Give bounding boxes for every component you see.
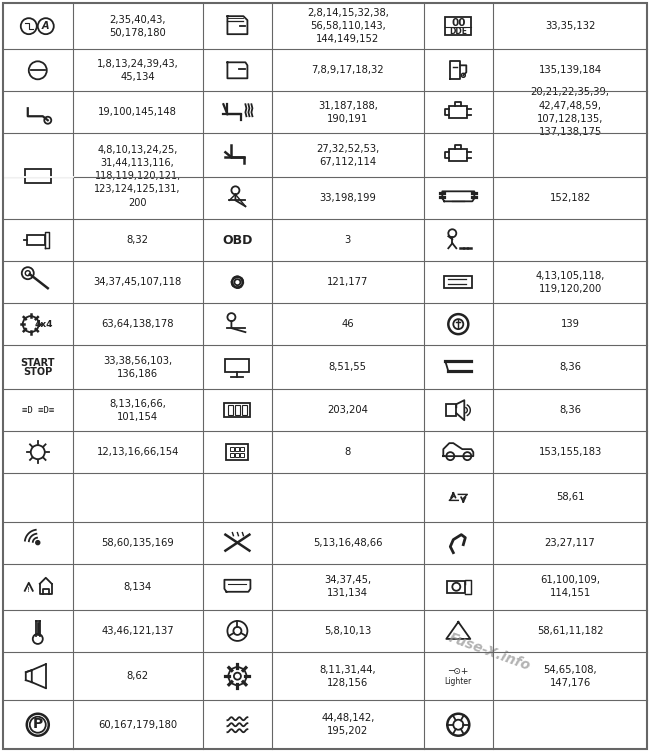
Bar <box>226 359 250 372</box>
Text: Lighter: Lighter <box>445 677 472 686</box>
Text: 43,46,121,137: 43,46,121,137 <box>101 626 174 636</box>
Bar <box>235 405 240 415</box>
Text: 1,8,13,24,39,43,
45,134: 1,8,13,24,39,43, 45,134 <box>97 59 179 82</box>
Bar <box>240 447 244 451</box>
Text: 8,62: 8,62 <box>127 672 149 681</box>
Bar <box>235 447 239 451</box>
Text: 8,32: 8,32 <box>127 235 149 245</box>
Bar <box>230 453 235 457</box>
Text: 58,61,11,182: 58,61,11,182 <box>537 626 603 636</box>
Text: 58,60,135,169: 58,60,135,169 <box>101 538 174 547</box>
Text: 44,48,142,
195,202: 44,48,142, 195,202 <box>321 713 374 736</box>
Bar <box>226 444 248 460</box>
Bar <box>447 405 456 416</box>
Text: ≡D ≡D≡: ≡D ≡D≡ <box>21 406 54 414</box>
Text: 8,36: 8,36 <box>559 362 581 372</box>
Circle shape <box>235 279 240 285</box>
Bar <box>230 447 235 451</box>
Bar <box>449 106 467 118</box>
Text: 4x4: 4x4 <box>34 320 53 329</box>
Text: Fuse-X.info: Fuse-X.info <box>447 631 533 673</box>
Bar <box>445 17 471 35</box>
Text: 23,27,117: 23,27,117 <box>545 538 595 547</box>
Text: 63,64,138,178: 63,64,138,178 <box>101 319 174 329</box>
Text: ─⊙+: ─⊙+ <box>448 667 469 675</box>
Text: 12,13,16,66,154: 12,13,16,66,154 <box>96 447 179 457</box>
Text: 139: 139 <box>560 319 580 329</box>
Text: 34,37,45,107,118: 34,37,45,107,118 <box>94 277 182 287</box>
Text: 7,8,9,17,18,32: 7,8,9,17,18,32 <box>311 65 384 75</box>
Text: 8,51,55: 8,51,55 <box>329 362 367 372</box>
Text: 31,187,188,
190,191: 31,187,188, 190,191 <box>318 101 378 124</box>
Text: START: START <box>21 358 55 368</box>
Text: 33,38,56,103,
136,186: 33,38,56,103, 136,186 <box>103 356 172 379</box>
Text: 8,134: 8,134 <box>124 582 151 592</box>
Text: 8,13,16,66,
101,154: 8,13,16,66, 101,154 <box>109 399 166 422</box>
Bar <box>25 169 51 183</box>
Text: 2,8,14,15,32,38,
56,58,110,143,
144,149,152: 2,8,14,15,32,38, 56,58,110,143, 144,149,… <box>307 8 389 44</box>
Text: 3: 3 <box>344 235 351 245</box>
Text: 27,32,52,53,
67,112,114: 27,32,52,53, 67,112,114 <box>317 144 380 167</box>
Text: 58,61: 58,61 <box>556 493 584 502</box>
Text: 19,100,145,148: 19,100,145,148 <box>98 108 177 117</box>
Text: 152,182: 152,182 <box>549 193 591 203</box>
Text: 8,11,31,44,
128,156: 8,11,31,44, 128,156 <box>320 665 376 688</box>
Text: 20,21,22,35,39,
42,47,48,59,
107,128,135,
137,138,175: 20,21,22,35,39, 42,47,48,59, 107,128,135… <box>530 87 610 137</box>
Bar <box>447 581 465 593</box>
Text: 46: 46 <box>341 319 354 329</box>
Text: P: P <box>32 717 43 731</box>
Text: 5,8,10,13: 5,8,10,13 <box>324 626 372 636</box>
Circle shape <box>36 541 40 544</box>
Bar <box>228 405 233 415</box>
Text: 4,8,10,13,24,25,
31,44,113,116,
118,119,120,121,
123,124,125,131,
200: 4,8,10,13,24,25, 31,44,113,116, 118,119,… <box>94 145 181 208</box>
Bar <box>449 150 467 161</box>
Bar <box>235 453 239 457</box>
Text: 54,65,108,
147,176: 54,65,108, 147,176 <box>543 665 597 688</box>
Text: 5,13,16,48,66: 5,13,16,48,66 <box>313 538 383 547</box>
Text: 2,35,40,43,
50,178,180: 2,35,40,43, 50,178,180 <box>109 14 166 38</box>
Text: OBD: OBD <box>222 234 253 247</box>
Text: STOP: STOP <box>23 367 53 378</box>
Bar <box>224 403 250 417</box>
Text: !: ! <box>27 587 30 593</box>
Text: 00: 00 <box>451 18 465 28</box>
Text: A: A <box>42 21 49 31</box>
Text: 33,198,199: 33,198,199 <box>319 193 376 203</box>
Bar <box>445 276 473 288</box>
Text: 4,13,105,118,
119,120,200: 4,13,105,118, 119,120,200 <box>536 271 605 294</box>
Text: 60,167,179,180: 60,167,179,180 <box>98 720 177 729</box>
Bar <box>240 453 244 457</box>
Text: 33,35,132: 33,35,132 <box>545 21 595 31</box>
Text: 203,204: 203,204 <box>328 405 369 415</box>
Text: 135,139,184: 135,139,184 <box>538 65 602 75</box>
Text: 34,37,45,
131,134: 34,37,45, 131,134 <box>324 575 371 599</box>
Text: 153,155,183: 153,155,183 <box>538 447 602 457</box>
Text: DDE: DDE <box>449 26 467 35</box>
Text: 8: 8 <box>344 447 351 457</box>
Text: 121,177: 121,177 <box>327 277 369 287</box>
Text: 61,100,109,
114,151: 61,100,109, 114,151 <box>540 575 600 599</box>
Text: 8,36: 8,36 <box>559 405 581 415</box>
Bar <box>27 235 45 245</box>
Bar <box>242 405 247 415</box>
